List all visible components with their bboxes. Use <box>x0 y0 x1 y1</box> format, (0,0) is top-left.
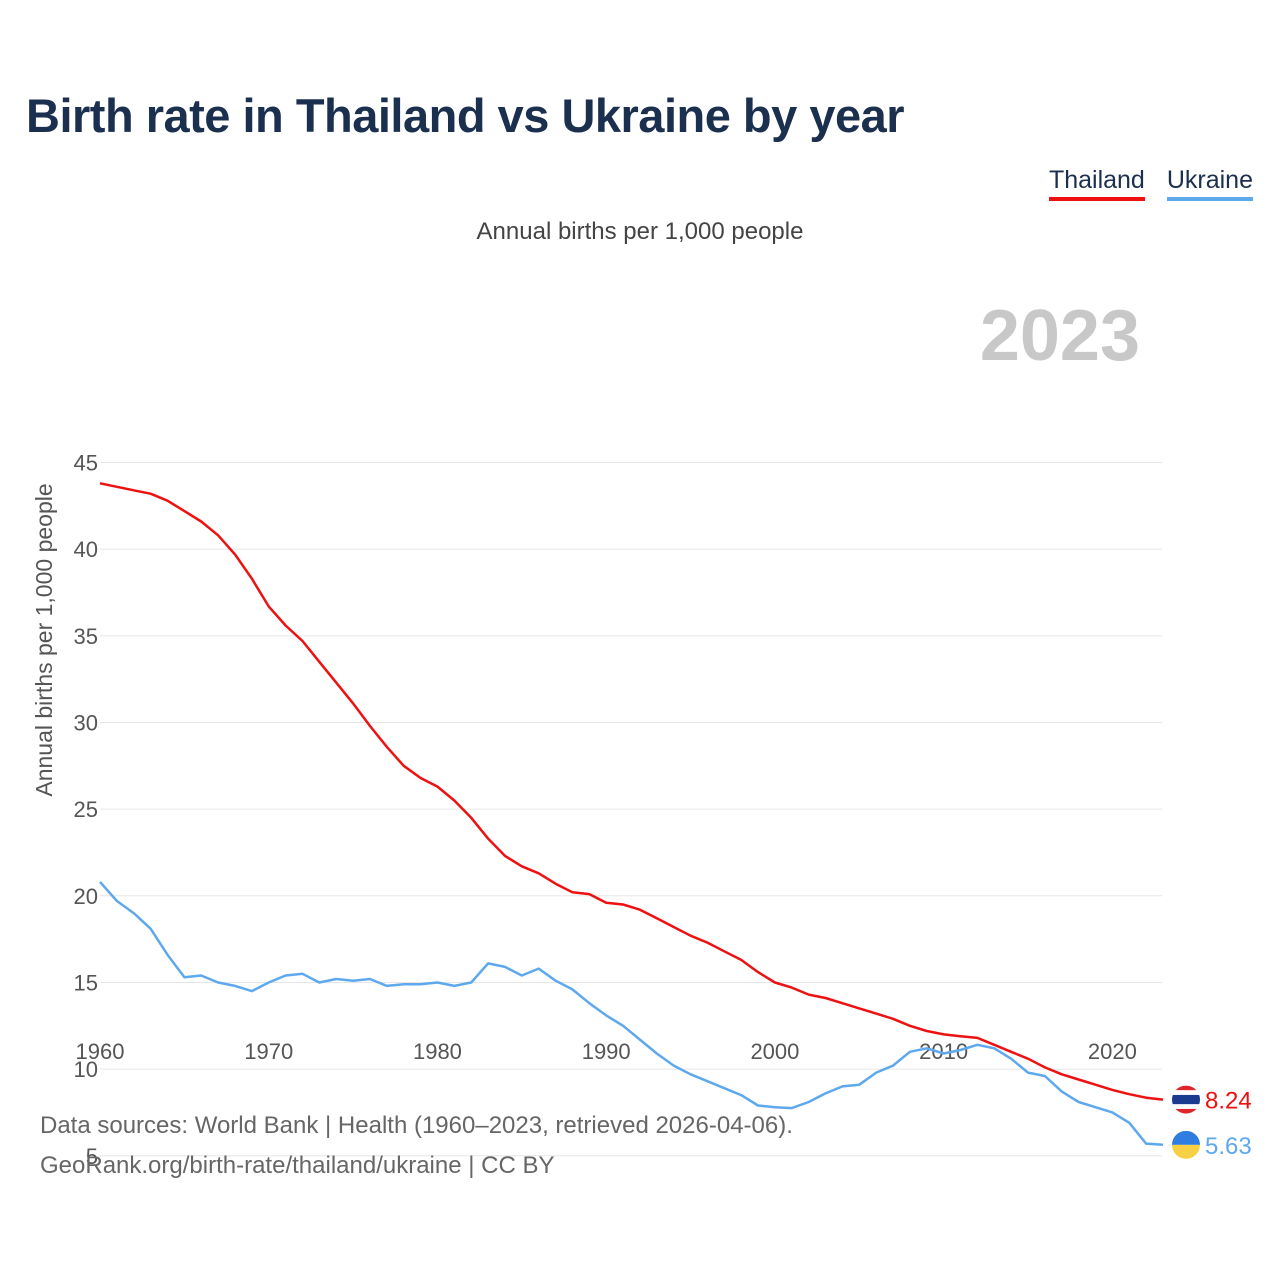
chart-title: Birth rate in Thailand vs Ukraine by yea… <box>26 89 905 142</box>
legend-item-ukraine[interactable]: Ukraine <box>1166 166 1253 201</box>
chart-subtitle: Annual births per 1,000 people <box>476 218 804 245</box>
y-tick-label: 35 <box>74 624 98 649</box>
series-line-ukraine <box>99 881 1164 1147</box>
y-tick-label: 40 <box>74 537 98 562</box>
y-tick-label: 25 <box>74 797 98 822</box>
y-tick-label: 15 <box>74 970 98 995</box>
x-tick-label: 2010 <box>919 1039 968 1064</box>
year-watermark: 2023 <box>980 296 1140 376</box>
x-tick-label: 1990 <box>582 1039 631 1064</box>
y-axis-label: Annual births per 1,000 people <box>31 483 57 796</box>
y-tick-label: 30 <box>74 711 98 736</box>
legend-item-thailand[interactable]: Thailand <box>1048 166 1145 201</box>
x-tick-label: 2000 <box>750 1039 799 1064</box>
legend: Thailand Ukraine <box>1048 166 1253 201</box>
data-source-note: Data sources: World Bank | Health (1960–… <box>40 1112 793 1139</box>
x-tick-label: 1970 <box>244 1039 293 1064</box>
x-tick-label: 1960 <box>76 1039 125 1064</box>
y-tick-label: 45 <box>74 451 98 476</box>
thailand-flag-icon <box>1172 1085 1200 1114</box>
footer: Data sources: World Bank | Health (1960–… <box>40 1106 793 1186</box>
x-tick-label: 1980 <box>413 1039 462 1064</box>
y-tick-label: 20 <box>74 884 98 909</box>
ukraine-flag-icon <box>1172 1130 1200 1159</box>
y-tick-label: 5 <box>86 1144 98 1169</box>
end-value-label-thailand: 8.24 <box>1205 1088 1252 1115</box>
series-line-thailand <box>99 482 1164 1101</box>
y-tick-label: 10 <box>74 1057 98 1082</box>
source-url[interactable]: GeoRank.org/birth-rate/thailand/ukraine … <box>40 1152 555 1179</box>
x-tick-label: 2020 <box>1088 1039 1137 1064</box>
end-value-label-ukraine: 5.63 <box>1205 1133 1252 1160</box>
